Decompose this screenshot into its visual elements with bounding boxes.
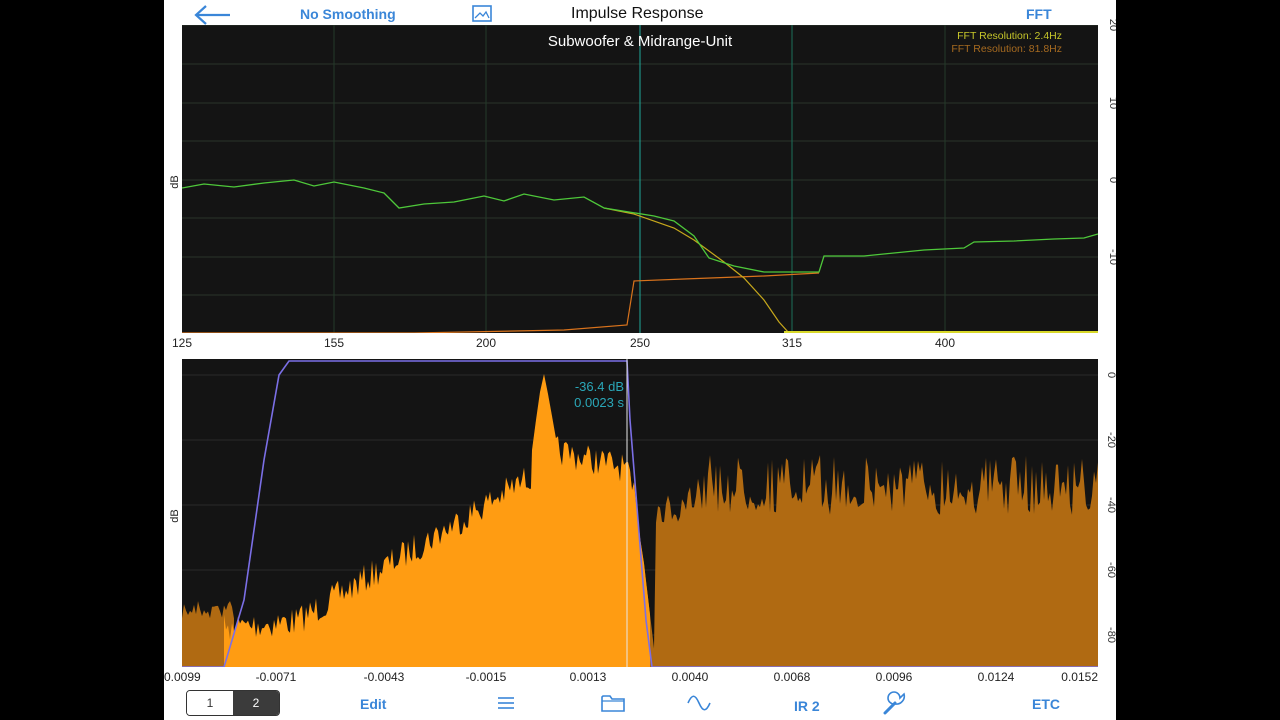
impulse-plot-x-ticks: 0.0099 -0.0071 -0.0043 -0.0015 0.0013 0.0040 0…	[164, 670, 1098, 684]
impulse-x-tick-label: 0.0040	[672, 670, 709, 684]
page-title: Impulse Response	[571, 5, 704, 22]
folder-icon	[601, 695, 625, 712]
freq-plot-title: Subwoofer & Midrange-Unit	[548, 33, 733, 50]
edit-button[interactable]: Edit	[360, 696, 387, 712]
impulse-x-tick-label: -0.0015	[466, 670, 507, 684]
etc-button[interactable]: ETC	[1032, 696, 1060, 712]
freq-x-tick-label: 155	[324, 336, 344, 350]
impulse-x-tick-label: 0.0124	[978, 670, 1015, 684]
freq-x-tick-label: 315	[782, 336, 802, 350]
frequency-response-plot[interactable]: Subwoofer & Midrange-Unit FFT Resolution…	[169, 19, 1116, 350]
freq-plot-x-ticks: 125 155 200 250 315 400	[172, 336, 955, 350]
freq-y-tick-label: 0	[1107, 177, 1116, 183]
impulse-response-plot[interactable]: -36.4 dB 0.0023 s dB 0 -20 -40 -60 -80 0.009…	[164, 359, 1116, 684]
app-window: No Smoothing Impulse Response FFT Subwoo…	[164, 0, 1116, 720]
impulse-spikes	[526, 374, 564, 667]
waveform-button[interactable]	[686, 694, 712, 712]
fft-button[interactable]: FFT	[1026, 6, 1052, 22]
impulse-main-peak	[526, 374, 564, 667]
plot-selector[interactable]: 1 2	[186, 690, 280, 716]
list-button[interactable]	[496, 694, 516, 712]
image-icon	[472, 5, 492, 22]
impulse-x-tick-label: -0.0071	[256, 670, 297, 684]
impulse-x-tick-label: 0.0099	[164, 670, 201, 684]
sine-wave-icon	[687, 695, 711, 711]
window-function-curve	[182, 360, 1098, 667]
impulse-y-tick-label: -80	[1105, 627, 1116, 643]
fft-resolution-1: FFT Resolution: 2.4Hz	[957, 30, 1062, 42]
orange-frequency-trace	[182, 272, 820, 333]
impulse-x-tick-label: 0.0152	[1061, 670, 1098, 684]
settings-button[interactable]	[882, 690, 908, 716]
cursor-db-readout: -36.4 dB	[575, 379, 624, 394]
freq-x-tick-label: 400	[935, 336, 955, 350]
cursor-time-readout: 0.0023 s	[574, 395, 624, 410]
impulse-plot-y-ticks: 0 -20 -40 -60 -80	[1105, 372, 1116, 643]
freq-y-tick-label: 20	[1107, 19, 1116, 31]
impulse-y-tick-label: 0	[1105, 372, 1116, 378]
freq-y-tick-label: 10	[1107, 97, 1116, 109]
impulse-y-tick-label: -60	[1105, 562, 1116, 578]
impulse-plot-ylabel: dB	[169, 509, 181, 522]
screenshot-button[interactable]	[472, 5, 492, 22]
freq-plot-y-ticks: 20 10 0 -10	[1107, 19, 1116, 265]
green-frequency-trace	[182, 179, 1098, 273]
smoothing-button[interactable]: No Smoothing	[300, 6, 396, 22]
freq-y-tick-label: -10	[1107, 249, 1116, 265]
folder-button[interactable]	[600, 692, 626, 714]
impulse-x-tick-label: 0.0013	[570, 670, 607, 684]
back-arrow-icon	[194, 5, 230, 25]
back-button[interactable]	[192, 2, 234, 28]
freq-x-tick-label: 250	[630, 336, 650, 350]
freq-plot-grid	[182, 25, 1098, 333]
fft-resolution-2: FFT Resolution: 81.8Hz	[951, 43, 1062, 55]
plot-2-segment[interactable]: 2	[233, 691, 279, 715]
impulse-x-tick-label: 0.0068	[774, 670, 811, 684]
list-icon	[498, 697, 514, 709]
impulse-x-tick-label: -0.0043	[364, 670, 405, 684]
freq-x-tick-label: 125	[172, 336, 192, 350]
plots: Subwoofer & Midrange-Unit FFT Resolution…	[164, 19, 1116, 684]
ir-button[interactable]: IR 2	[794, 698, 820, 714]
impulse-x-tick-label: 0.0096	[876, 670, 913, 684]
impulse-y-tick-label: -40	[1105, 497, 1116, 513]
wrench-icon	[883, 691, 906, 715]
freq-x-tick-label: 200	[476, 336, 496, 350]
freq-plot-ylabel: dB	[169, 175, 181, 188]
impulse-y-tick-label: -20	[1105, 432, 1116, 448]
plot-1-segment[interactable]: 1	[187, 691, 233, 715]
green-frequency-trace-secondary	[603, 207, 790, 333]
